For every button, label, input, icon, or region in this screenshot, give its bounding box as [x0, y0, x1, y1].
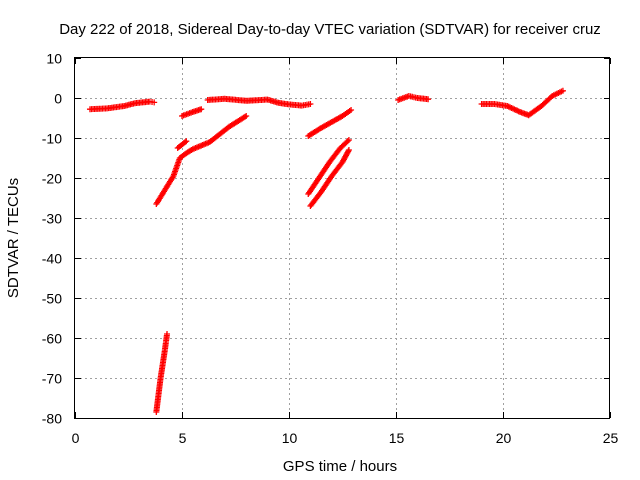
- x-tick-label: 25: [603, 430, 619, 446]
- series-arc-7: [305, 137, 352, 197]
- data-point: [198, 106, 205, 113]
- series-arc-1: [86, 98, 158, 113]
- series-arc-11: [153, 331, 171, 415]
- axis-ticks: 0 5 10 15 20 25 10 0 -10 -20 -30 -40 -50 -60 -70 -80: [42, 51, 619, 447]
- grid-lines: [75, 58, 610, 418]
- y-tick-label: -80: [42, 411, 62, 427]
- data-points: [86, 87, 566, 415]
- y-axis-label: SDTVAR / TECUs: [5, 178, 22, 298]
- chart-title: Day 222 of 2018, Sidereal Day-to-day VTE…: [59, 21, 601, 38]
- x-tick-label: 0: [72, 430, 80, 446]
- data-point: [182, 139, 189, 146]
- data-point: [183, 138, 190, 145]
- series-arc-10: [478, 87, 566, 119]
- y-tick-label: -40: [42, 251, 62, 267]
- y-tick-label: -60: [42, 331, 62, 347]
- y-tick-label: -10: [42, 131, 62, 147]
- data-point: [151, 99, 158, 106]
- data-point: [344, 138, 351, 145]
- y-tick-label: -70: [42, 371, 62, 387]
- x-axis-label: GPS time / hours: [283, 458, 397, 475]
- data-point: [345, 147, 352, 153]
- data-point: [345, 137, 352, 143]
- series-arc-3: [174, 138, 190, 151]
- y-tick-label: 10: [46, 51, 62, 67]
- series-arc-4: [179, 106, 205, 119]
- y-tick-label: -20: [42, 171, 62, 187]
- series-arc-2: [153, 113, 250, 207]
- y-tick-label: 0: [54, 91, 62, 107]
- data-point: [241, 113, 248, 120]
- data-point: [559, 87, 566, 94]
- series-arc-6: [305, 107, 355, 139]
- data-point: [307, 101, 314, 107]
- x-tick-label: 10: [282, 430, 298, 446]
- x-tick-label: 5: [179, 430, 187, 446]
- data-point: [243, 113, 250, 119]
- data-point: [164, 331, 171, 337]
- x-tick-label: 15: [389, 430, 405, 446]
- series-arc-9: [395, 93, 432, 103]
- series-arc-8: [307, 147, 352, 209]
- y-tick-label: -30: [42, 211, 62, 227]
- x-tick-label: 20: [496, 430, 512, 446]
- data-point: [348, 107, 355, 113]
- plot-area-border: [74, 57, 610, 419]
- series-arc-5: [204, 95, 314, 109]
- data-point: [425, 96, 432, 103]
- y-tick-label: -50: [42, 291, 62, 307]
- data-point: [345, 148, 352, 155]
